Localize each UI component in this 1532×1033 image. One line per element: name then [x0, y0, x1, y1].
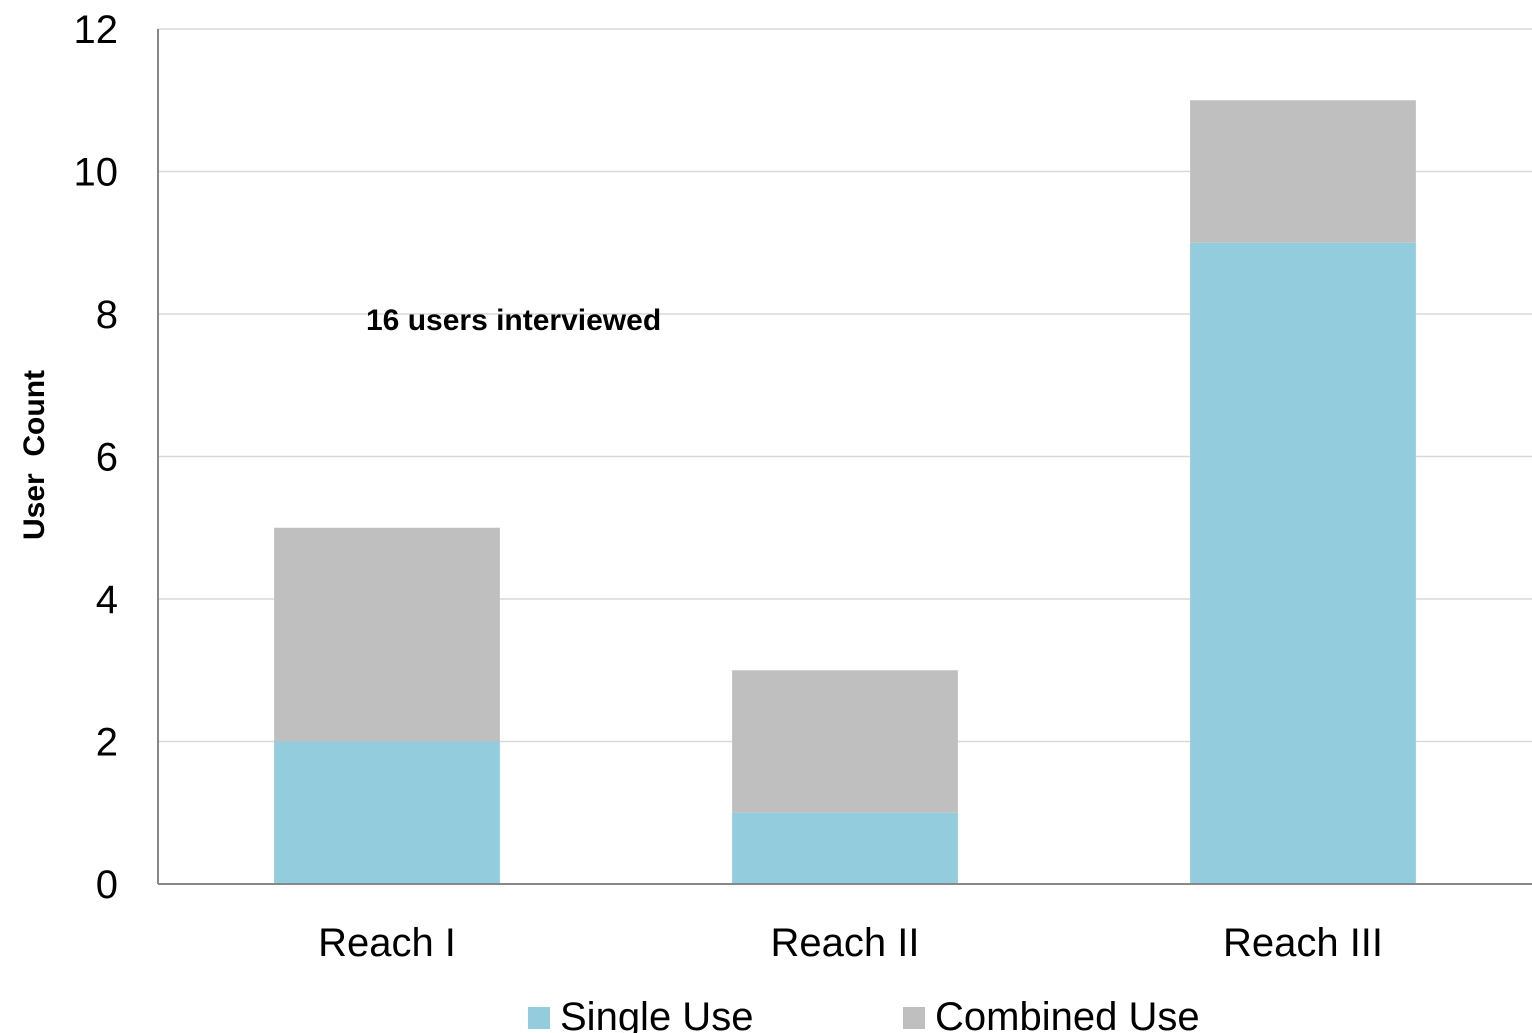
y-axis-title: User Count — [18, 370, 51, 540]
y-tick-label: 0 — [96, 863, 118, 907]
y-tick-label: 6 — [96, 436, 118, 480]
y-tick-label: 10 — [74, 151, 119, 195]
x-tick-label: Reach I — [318, 921, 456, 965]
legend: Single Use Combined Use — [528, 995, 1200, 1033]
legend-label-combined-use: Combined Use — [935, 995, 1200, 1033]
x-tick-label: Reach II — [771, 921, 920, 965]
y-tick-label: 12 — [74, 8, 119, 52]
bar-combined-use-reach-i — [274, 527, 500, 742]
bar-combined-use-reach-ii — [732, 670, 958, 813]
legend-swatch-single-use — [528, 1007, 550, 1029]
y-tick-label: 8 — [96, 293, 118, 337]
bars — [274, 100, 1416, 884]
y-tick-labels: 0 2 4 6 8 10 12 — [74, 8, 119, 907]
x-tick-label: Reach III — [1223, 921, 1383, 965]
bar-single-use-reach-ii — [732, 812, 958, 884]
bar-single-use-reach-i — [274, 741, 500, 884]
y-tick-label: 2 — [96, 721, 118, 765]
legend-label-single-use: Single Use — [560, 995, 753, 1033]
bar-single-use-reach-iii — [1190, 242, 1416, 884]
y-tick-label: 4 — [96, 578, 118, 622]
x-tick-labels: Reach I Reach II Reach III — [318, 921, 1383, 965]
legend-swatch-combined-use — [903, 1007, 925, 1029]
chart-annotation: 16 users interviewed — [366, 304, 661, 337]
bar-combined-use-reach-iii — [1190, 100, 1416, 243]
